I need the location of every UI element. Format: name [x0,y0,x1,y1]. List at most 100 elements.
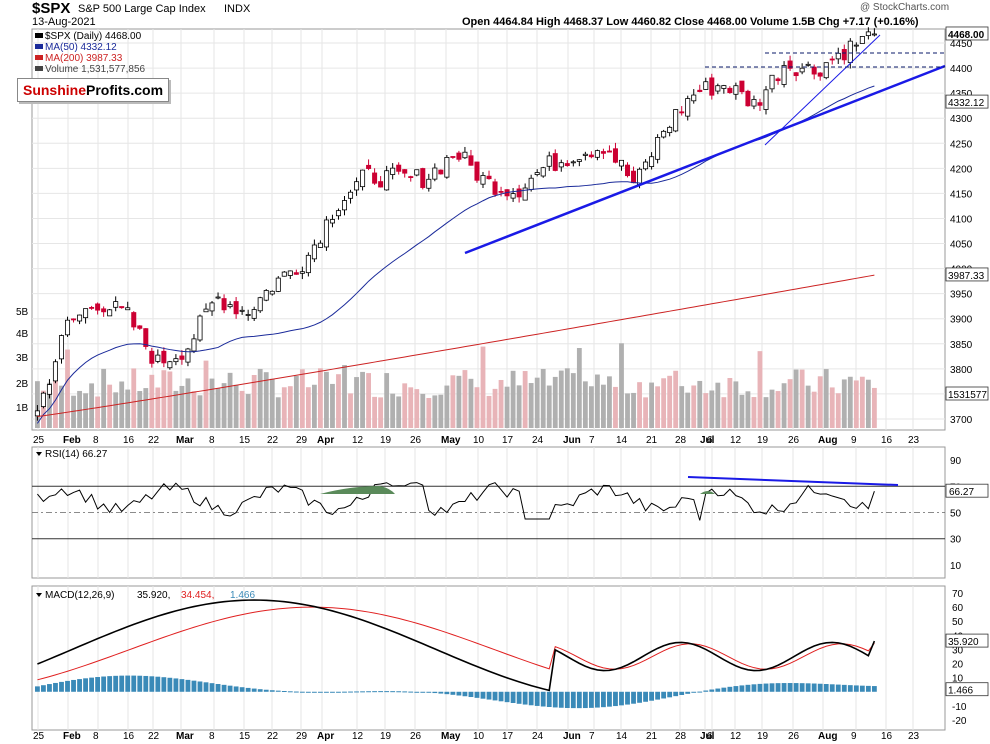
candle-body [438,169,444,175]
price-tick-label: 4200 [950,164,973,175]
volume-bar [492,388,498,428]
x-tick-label-bottom: 8 [209,731,215,742]
rsi-overbought-fill [700,491,715,494]
x-tick-label: Mar [176,435,194,446]
volume-bar [865,379,871,428]
candle-body [871,33,877,36]
volume-bar [540,368,546,428]
macd-hist-bar [77,679,82,692]
macd-hist-bar [426,691,432,693]
macd-hist-bar [179,679,185,692]
volume-bar [793,369,799,428]
volume-bar [601,384,606,428]
macd-hist-bar [53,682,58,692]
candle-body [197,315,203,341]
macd-hist-bar [679,691,685,695]
macd-hist-bar [823,684,829,692]
rsi-tick-label: 30 [950,535,962,546]
macd-hist-bar [673,691,679,697]
x-tick-label: 28 [675,435,687,446]
x-tick-label-bottom: 29 [296,731,308,742]
volume-bar [438,394,444,428]
macd-hist-bar [576,691,582,709]
axes: 25 25 Feb Feb 8 8 16 16 22 22 Mar Mar 8 8 15 15 22 22 29 29… [16,26,989,742]
x-tick-label-bottom: 23 [908,731,920,742]
candle-body [703,81,709,90]
price-tag-box [945,26,989,41]
macd-hist-bar [444,691,450,695]
candle-body [805,63,811,66]
macd-hist-bar [631,691,636,704]
candle-body [426,178,432,189]
x-tick-label-bottom: 22 [267,731,279,742]
macd-hist-bar [787,683,793,692]
macd-tag-box [945,633,989,648]
macd-line [37,599,876,692]
macd-hist-bar [342,691,347,693]
candle-body [185,348,191,363]
candle-body [865,31,871,37]
candle-body [71,318,77,321]
macd-hist-bar [763,683,769,692]
x-tick-label: 19 [380,435,392,446]
macd-hist-bar [311,691,317,693]
candle-body [841,49,847,61]
x-tick-label-bottom: Apr [317,731,334,742]
price-tag: 1531577 [948,390,987,401]
macd-hist-bar [95,677,101,692]
volume-bar [510,370,516,428]
macd-hist-bar [450,691,456,695]
volume-bar [751,397,757,428]
volume-bar [859,376,865,428]
candle-body [709,77,715,96]
x-tick-label-bottom: 7 [589,731,595,742]
candle-body [299,271,305,274]
volume-bar [631,392,636,428]
volume-bar [522,371,528,428]
volume-bar [77,390,82,428]
candle-body [390,167,396,175]
volume-bar [829,387,835,428]
volume-bar [444,385,450,428]
volume-bar [125,389,131,428]
price-tick-label: 4400 [950,64,973,75]
volume-bar [342,365,347,428]
volume-bar [257,368,263,428]
volume-bar [661,378,667,428]
macd-hist-bar [281,691,287,693]
volume-bar [185,378,191,428]
volume-bar [119,381,125,428]
volume-bar [215,388,221,428]
candle-body [335,210,341,217]
macd-hist-bar [390,691,396,693]
macd-hist-bar [251,688,257,692]
x-tick-label: Aug [818,435,837,446]
macd-hist-bar [185,679,191,692]
volume-bar [101,368,107,428]
macd-hist-bar [35,686,40,692]
x-tick-label: 26 [788,435,800,446]
legend-ma50: MA(50) 4332.12 [45,42,117,53]
candle-body [721,85,727,89]
volume-bar [594,374,600,428]
candle-body [402,169,408,174]
candle-body [215,296,221,299]
macd-hist-bar [65,680,70,692]
candle-body [558,162,564,168]
volume-bar [811,391,817,428]
x-tick-label: 29 [296,435,308,446]
macd-hist-bar [432,691,438,694]
macd-hist-bar [474,691,480,698]
volume-bar [299,369,305,428]
volume-tick-label: 4B [16,329,29,340]
candle-body [594,150,600,158]
macd-hist-bar [721,687,727,692]
x-tick-label: 8 [209,435,215,446]
candle-body [745,90,751,107]
candle-body [432,167,438,180]
x-tick-label: Jun [563,435,581,446]
volume-bar [805,385,811,428]
rsi-panel [32,476,945,540]
sunshine-profits-logo: Sunshine Profits.com [17,78,169,102]
